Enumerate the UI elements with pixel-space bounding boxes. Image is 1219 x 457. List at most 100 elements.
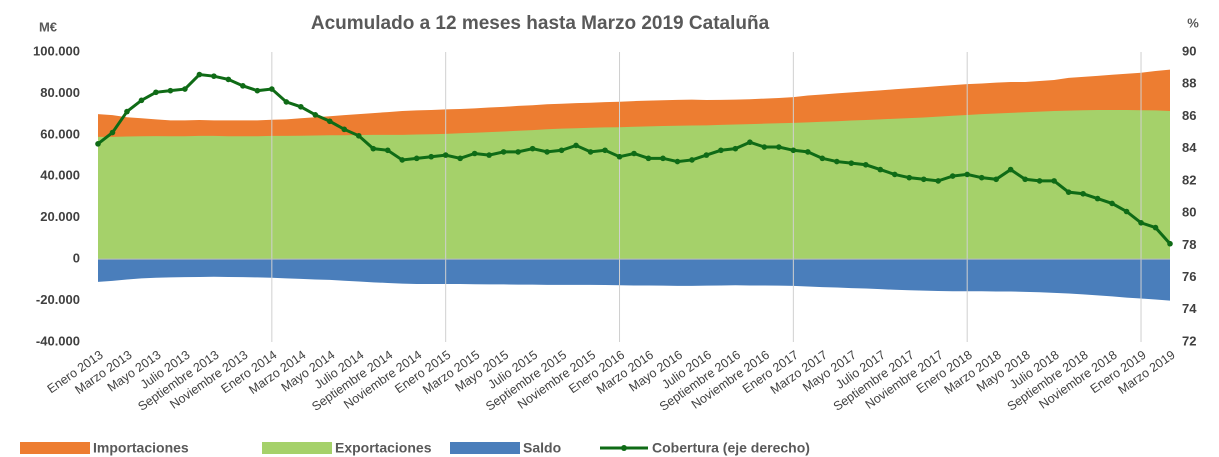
point xyxy=(370,145,377,152)
point xyxy=(964,171,970,178)
point xyxy=(616,153,623,160)
y-tick-label: -20.000 xyxy=(36,292,80,307)
point xyxy=(747,139,753,146)
y-tick-label: 80.000 xyxy=(40,85,80,100)
point xyxy=(196,71,203,78)
point xyxy=(689,157,695,163)
y-tick-label: 60.000 xyxy=(40,126,80,141)
point xyxy=(355,132,362,139)
legend-swatch xyxy=(262,442,332,454)
legend-swatch xyxy=(20,442,90,454)
point xyxy=(1123,208,1130,215)
point xyxy=(978,174,985,181)
point xyxy=(1051,178,1057,184)
point xyxy=(428,153,434,160)
point xyxy=(660,155,666,162)
y2-tick-label: 76 xyxy=(1182,269,1196,284)
y-tick-label: 100.000 xyxy=(33,43,80,58)
point xyxy=(906,174,913,181)
y2-axis-label: % xyxy=(1187,15,1199,30)
point xyxy=(718,147,724,154)
point xyxy=(1080,190,1086,197)
point xyxy=(240,83,246,89)
point xyxy=(384,147,391,154)
point xyxy=(877,166,884,173)
point xyxy=(182,86,188,92)
point xyxy=(848,160,855,166)
y2-tick-label: 82 xyxy=(1182,172,1196,187)
chart-title: Acumulado a 12 meses hasta Marzo 2019 Ca… xyxy=(311,13,770,34)
y-axis-label: M€ xyxy=(39,19,57,34)
point xyxy=(211,73,217,79)
point xyxy=(631,150,637,157)
point xyxy=(1138,219,1144,226)
y2-tick-label: 86 xyxy=(1182,108,1196,123)
point xyxy=(834,158,840,165)
point xyxy=(138,97,145,104)
point xyxy=(1065,189,1072,195)
point xyxy=(949,173,956,179)
y-tick-label: 0 xyxy=(73,251,80,266)
point xyxy=(109,129,116,136)
point xyxy=(413,155,420,162)
y2-tick-label: 72 xyxy=(1182,333,1196,348)
point xyxy=(515,149,521,155)
grid xyxy=(271,52,1142,342)
point xyxy=(124,108,130,115)
point xyxy=(761,144,768,150)
y-tick-label: 40.000 xyxy=(40,168,80,183)
point xyxy=(471,150,478,157)
point xyxy=(95,141,101,147)
point xyxy=(790,147,797,154)
point xyxy=(674,158,681,165)
point xyxy=(1022,176,1028,183)
y2-tick-label: 78 xyxy=(1182,237,1196,252)
point xyxy=(1152,224,1159,231)
y2-tick-label: 88 xyxy=(1182,76,1196,91)
point xyxy=(442,152,449,158)
point xyxy=(935,178,942,184)
legend-label: Importaciones xyxy=(93,440,189,456)
areas xyxy=(98,69,1170,301)
point xyxy=(805,149,811,155)
point xyxy=(326,118,333,125)
y-tick-label: -40.000 xyxy=(36,333,80,348)
point xyxy=(1007,166,1014,173)
point xyxy=(1094,195,1101,202)
point xyxy=(703,152,710,158)
point xyxy=(544,149,550,155)
point xyxy=(529,145,536,152)
point xyxy=(558,147,565,154)
point xyxy=(269,86,275,92)
legend-swatch xyxy=(450,442,520,454)
point xyxy=(486,152,492,158)
point xyxy=(573,142,579,149)
legend-label: Exportaciones xyxy=(335,440,432,456)
y2-tick-label: 80 xyxy=(1182,205,1196,220)
y2-tick-label: 74 xyxy=(1182,301,1197,316)
legend-label: Cobertura (eje derecho) xyxy=(652,440,810,456)
y2-tick-label: 90 xyxy=(1182,43,1196,58)
point xyxy=(732,145,739,152)
point xyxy=(776,144,782,150)
point xyxy=(500,149,507,155)
area xyxy=(98,259,1170,301)
point xyxy=(283,99,290,105)
point xyxy=(891,171,898,178)
point xyxy=(167,87,174,94)
point xyxy=(457,155,463,162)
area xyxy=(98,110,1170,260)
point xyxy=(312,112,319,118)
point xyxy=(819,155,826,162)
point xyxy=(153,89,159,96)
point xyxy=(1036,178,1043,184)
point xyxy=(602,147,608,154)
point xyxy=(1109,200,1115,207)
point xyxy=(645,155,652,162)
y2-tick-label: 84 xyxy=(1182,140,1197,155)
point xyxy=(399,157,406,163)
legend-marker xyxy=(621,445,627,451)
point xyxy=(862,161,869,168)
point xyxy=(341,126,348,133)
